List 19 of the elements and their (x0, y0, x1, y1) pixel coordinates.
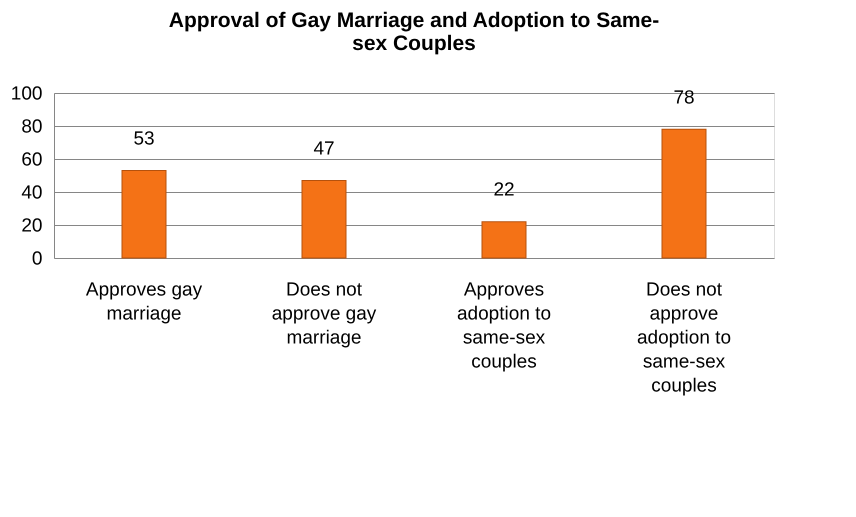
x-tick-label: Approves gay marriage (86, 280, 203, 324)
data-label: 78 (673, 87, 695, 108)
bar (482, 221, 526, 258)
data-label: 47 (313, 138, 335, 160)
y-tick-label: 60 (21, 150, 42, 170)
bar (302, 180, 346, 258)
bar (662, 128, 706, 258)
x-tick-label: Does not approve gay marriage (272, 280, 377, 348)
data-label: 22 (493, 180, 515, 201)
chart-title: Approval of Gay Marriage and Adoption to Same-sex Couples (168, 9, 660, 55)
bar (122, 170, 166, 258)
y-tick-label: 80 (21, 116, 42, 138)
y-tick-label: 40 (21, 182, 42, 204)
y-tick-label: 100 (10, 84, 42, 104)
y-tick-label: 20 (21, 216, 42, 236)
x-tick-label: Does not approve adoption to same-sex couples (636, 280, 732, 396)
y-tick-label: 0 (32, 248, 42, 270)
data-label: 53 (133, 128, 155, 150)
x-tick-label: Approves adoption to same-sex couples (456, 280, 552, 372)
